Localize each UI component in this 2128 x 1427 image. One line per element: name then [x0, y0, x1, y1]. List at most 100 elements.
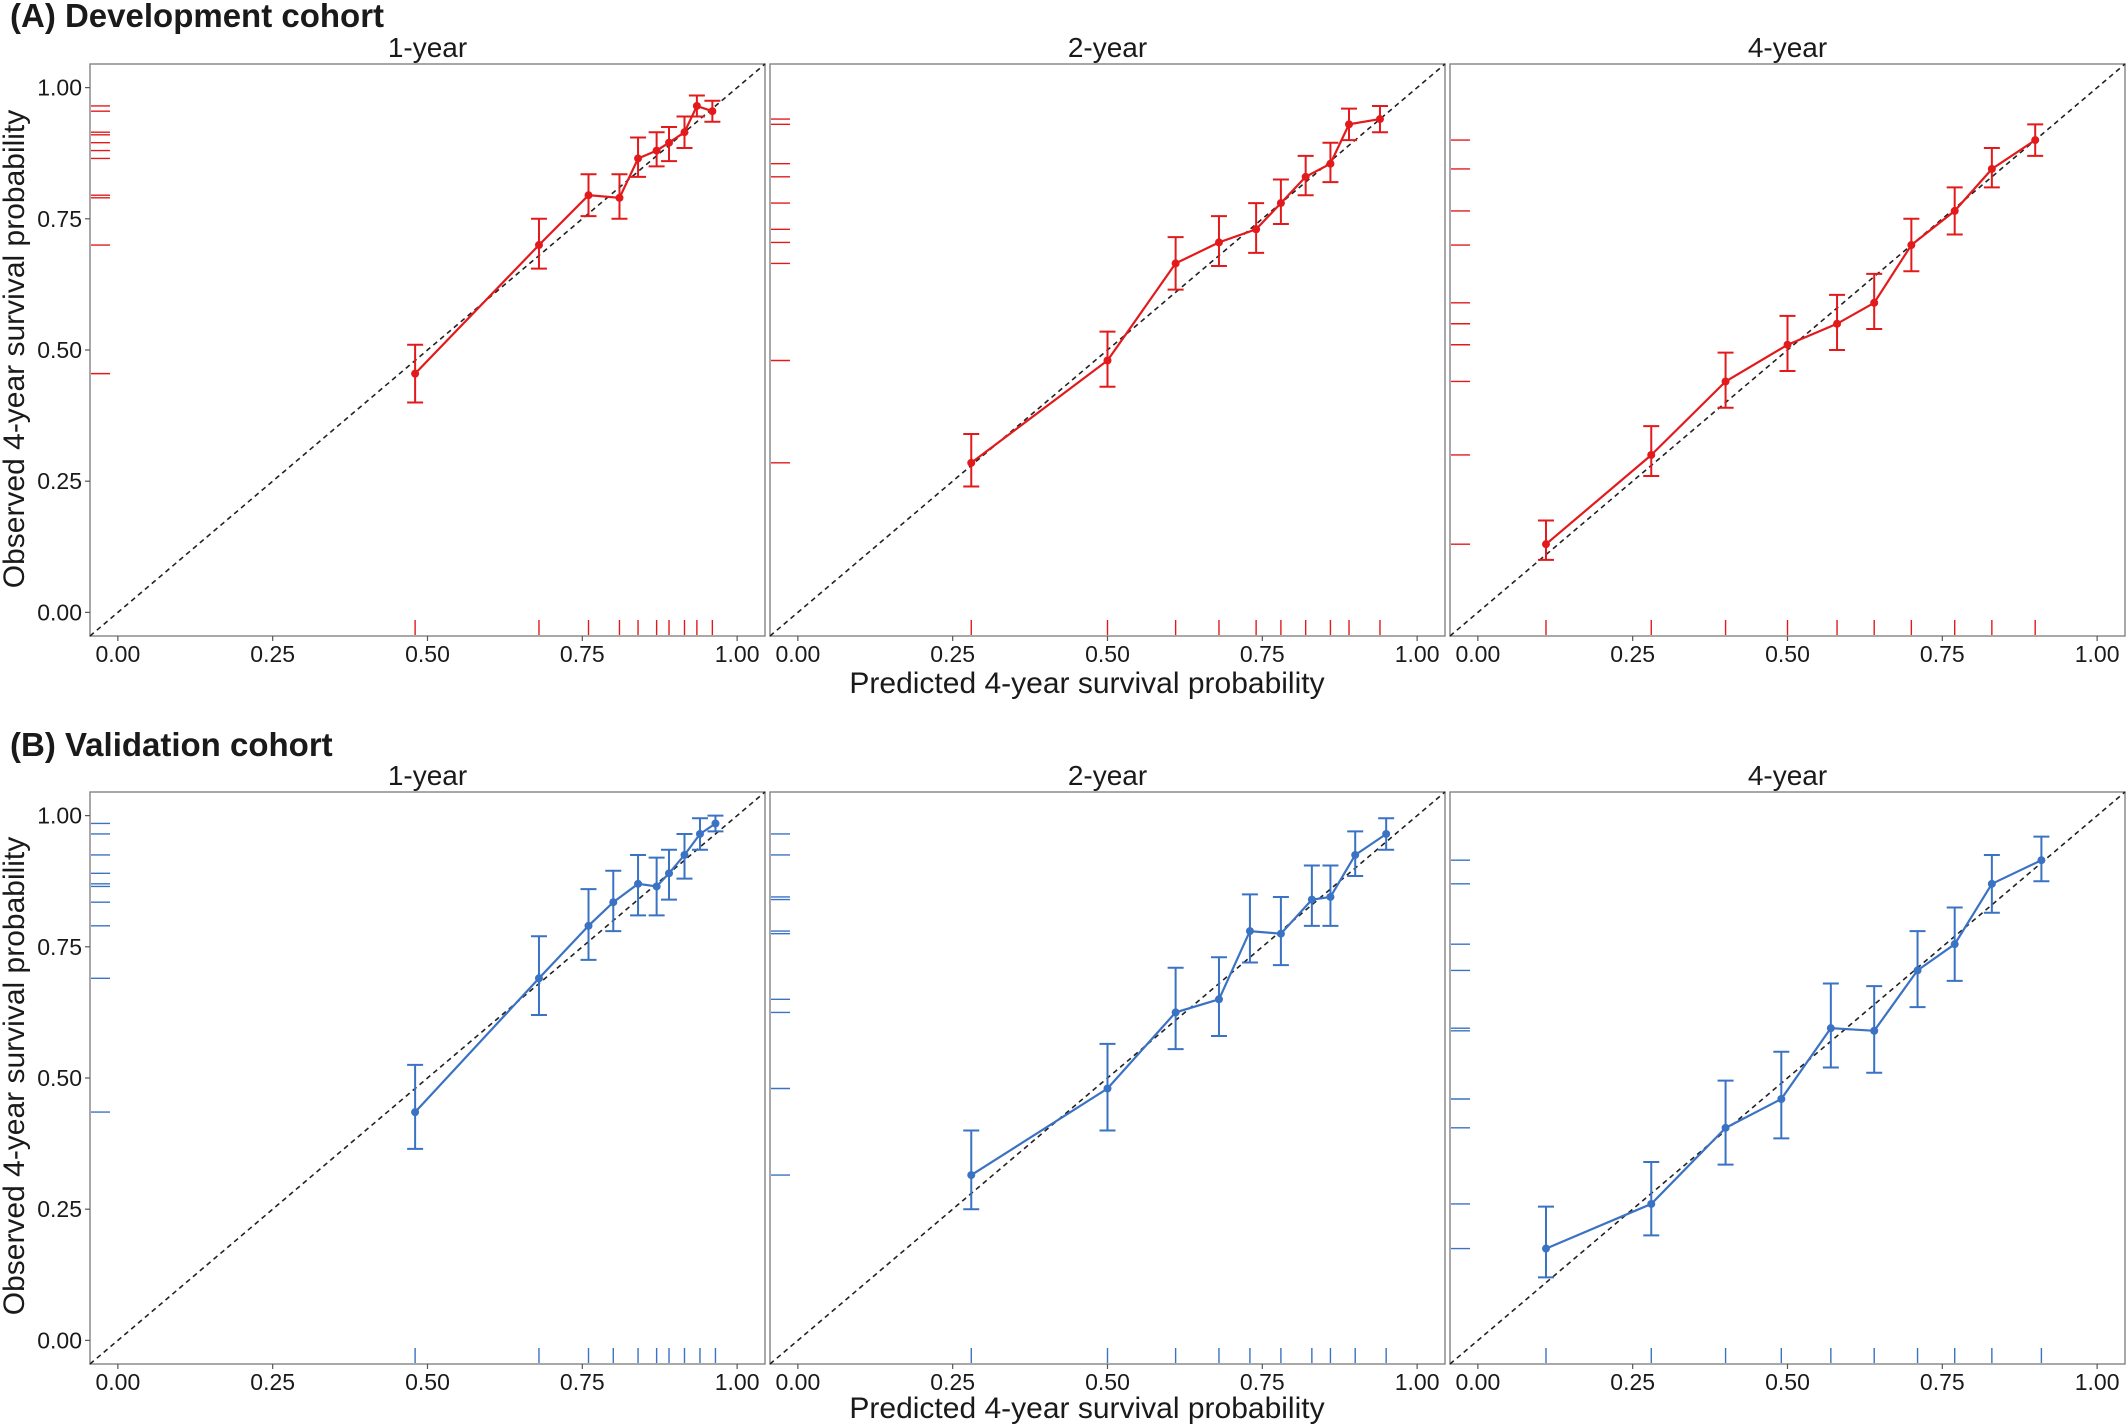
calibration-point [967, 458, 976, 467]
calibration-point [1833, 319, 1842, 328]
x-tick-label: 0.25 [250, 641, 295, 667]
calibration-point [1103, 356, 1112, 365]
reference-line [1449, 791, 2126, 1365]
x-tick-label: 1.00 [1395, 641, 1440, 667]
y-tick-label: 0.75 [37, 206, 82, 232]
x-tick-label: 0.75 [560, 1369, 605, 1395]
y-tick-label: 0.25 [37, 1196, 82, 1222]
x-tick-label: 0.00 [775, 1369, 820, 1395]
calibration-point [634, 879, 643, 888]
calibration-point [708, 107, 717, 116]
x-tick-label: 0.25 [250, 1369, 295, 1395]
calibration-point [1103, 1084, 1112, 1093]
panel-validation-2-year: 2-year 0.00 0.25 0.50 0.75 1.00 [769, 760, 1446, 1395]
calibration-point [665, 869, 674, 878]
calibration-point [2037, 856, 2046, 865]
x-tick-label: 0.50 [405, 1369, 450, 1395]
calibration-line [414, 104, 713, 375]
x-tick-label: 1.00 [2075, 641, 2120, 667]
calibration-point [1245, 927, 1254, 936]
x-axis-title-development: Predicted 4-year survival probability [849, 667, 1324, 700]
calibration-point [1214, 238, 1223, 247]
calibration-point [665, 138, 674, 147]
calibration-point [1171, 259, 1180, 268]
x-tick-label: 0.75 [1240, 641, 1285, 667]
calibration-point [1647, 1199, 1656, 1208]
calibration-point [695, 829, 704, 838]
calibration-point [1351, 850, 1360, 859]
y-tick-label: 1.00 [37, 803, 82, 829]
calibration-point [1987, 879, 1996, 888]
y-axis-title-development: Observed 4-year survival probability [0, 110, 31, 589]
x-tick-label: 0.00 [1455, 641, 1500, 667]
calibration-point [1721, 377, 1730, 386]
panel-title-development-4-year: 4-year [1748, 32, 1827, 63]
panel-validation-4-year: 4-year 0.00 0.25 0.50 0.75 1.00 [1449, 760, 2126, 1395]
panel-title-validation-4-year: 4-year [1748, 760, 1827, 791]
panel-title-validation-2-year: 2-year [1068, 760, 1147, 791]
calibration-point [680, 850, 689, 859]
panel-development-2-year: 2-year 0.00 0.25 0.50 0.75 1.00 [769, 32, 1446, 667]
calibration-point [1541, 540, 1550, 549]
calibration-point [652, 146, 661, 155]
calibration-point [1345, 120, 1354, 129]
calibration-point [1950, 940, 1959, 949]
calibration-point [1907, 241, 1916, 250]
y-tick-label: 0.50 [37, 1065, 82, 1091]
x-tick-label: 0.00 [95, 1369, 140, 1395]
x-tick-label: 1.00 [715, 641, 760, 667]
calibration-point [534, 241, 543, 250]
x-tick-label: 0.75 [560, 641, 605, 667]
calibration-point [584, 921, 593, 930]
calibration-line [970, 118, 1381, 464]
x-tick-label: 0.25 [1610, 641, 1655, 667]
panel-development-4-year: 4-year 0.00 0.25 0.50 0.75 1.00 [1449, 32, 2126, 667]
calibration-point [652, 882, 661, 891]
x-tick-label: 0.25 [930, 1369, 975, 1395]
calibration-point [2031, 136, 2040, 145]
panel-title-development-1-year: 1-year [388, 32, 467, 63]
calibration-point [1721, 1123, 1730, 1132]
x-tick-label: 0.25 [930, 641, 975, 667]
calibration-point [1826, 1024, 1835, 1033]
calibration-point [1783, 340, 1792, 349]
cohort-title-development: (A) Development cohort [10, 0, 384, 34]
x-tick-label: 0.25 [1610, 1369, 1655, 1395]
x-tick-label: 1.00 [1395, 1369, 1440, 1395]
x-tick-label: 0.00 [1455, 1369, 1500, 1395]
calibration-point [680, 128, 689, 137]
calibration-point [1382, 829, 1391, 838]
calibration-point [1276, 929, 1285, 938]
x-tick-label: 0.50 [1085, 1369, 1130, 1395]
reference-line [89, 791, 766, 1365]
calibration-point [1647, 450, 1656, 459]
calibration-point [1326, 892, 1335, 901]
calibration-point [967, 1171, 976, 1180]
calibration-point [1301, 172, 1310, 181]
calibration-line [1545, 859, 2042, 1250]
calibration-point [615, 193, 624, 202]
x-tick-label: 1.00 [715, 1369, 760, 1395]
calibration-point [1987, 164, 1996, 173]
y-axis-title-validation: Observed 4-year survival probability [0, 837, 31, 1316]
x-tick-label: 0.00 [775, 641, 820, 667]
x-tick-label: 0.50 [405, 641, 450, 667]
calibration-point [1950, 206, 1959, 215]
calibration-point [1252, 225, 1261, 234]
reference-line [89, 63, 766, 637]
y-tick-label: 0.25 [37, 468, 82, 494]
y-tick-label: 0.50 [37, 337, 82, 363]
calibration-point [1214, 995, 1223, 1004]
x-tick-label: 0.50 [1765, 641, 1810, 667]
calibration-point [1777, 1094, 1786, 1103]
calibration-point [1276, 199, 1285, 208]
y-tick-label: 0.00 [37, 599, 82, 625]
x-tick-label: 0.50 [1765, 1369, 1810, 1395]
x-tick-label: 0.75 [1920, 1369, 1965, 1395]
panel-title-development-2-year: 2-year [1068, 32, 1147, 63]
calibration-point [692, 101, 701, 110]
calibration-point [609, 898, 618, 907]
y-tick-label: 0.00 [37, 1327, 82, 1353]
calibration-point [1870, 298, 1879, 307]
x-tick-label: 1.00 [2075, 1369, 2120, 1395]
